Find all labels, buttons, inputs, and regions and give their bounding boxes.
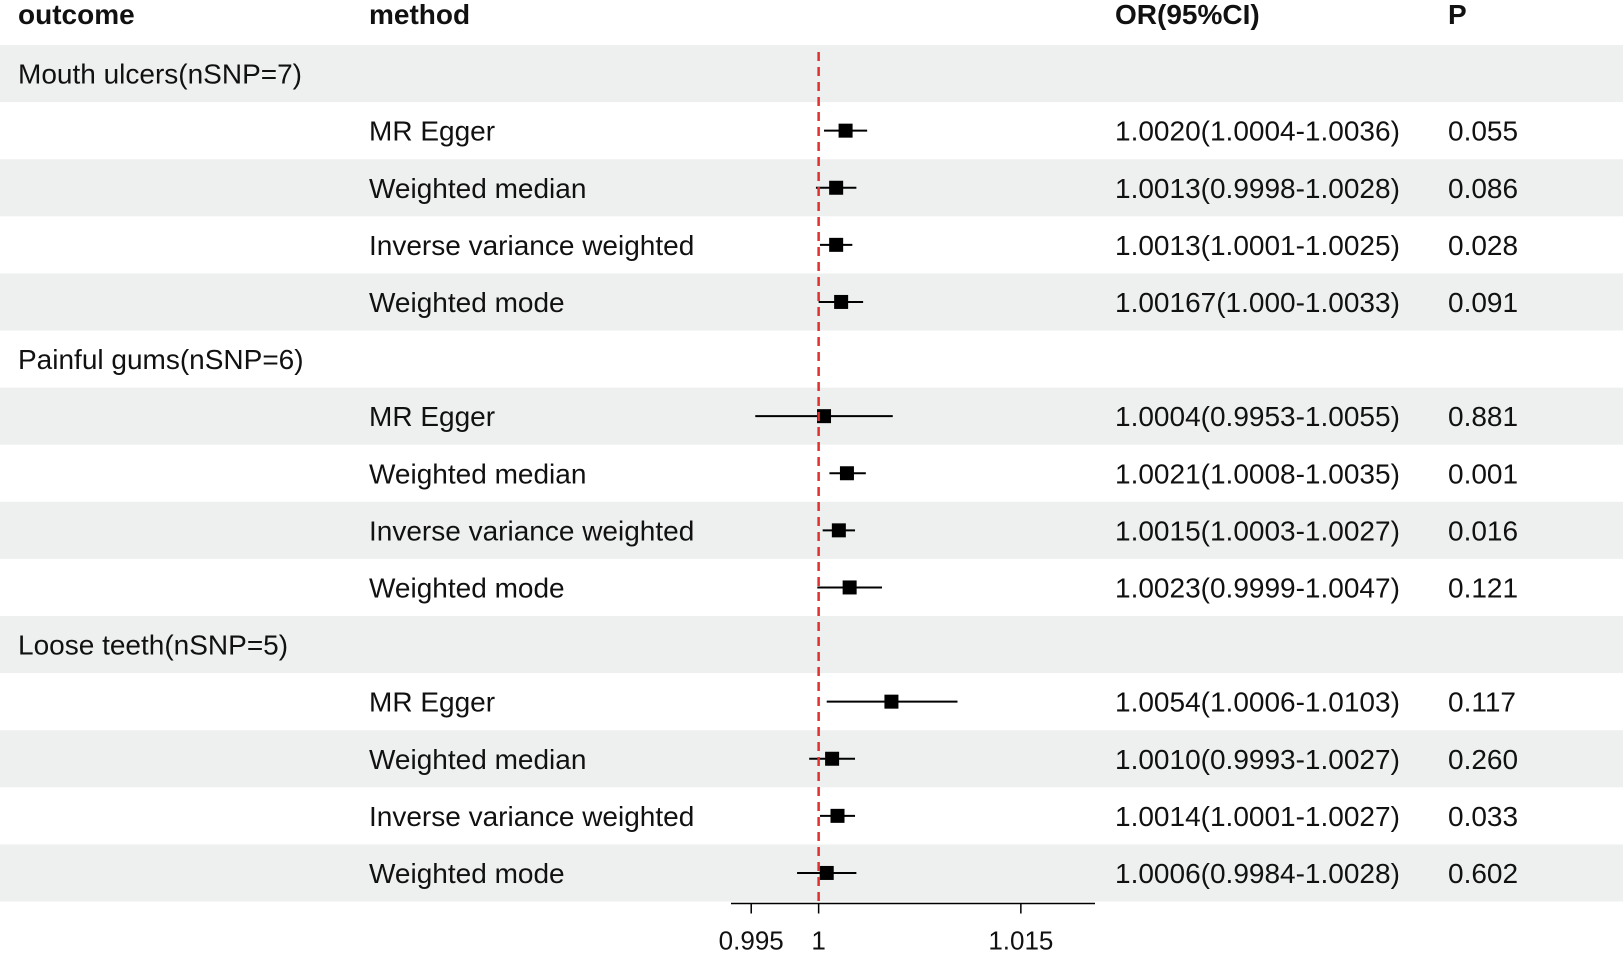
or-ci-value: 1.0023(0.9999-1.0047) (1115, 572, 1400, 603)
row-stripe (0, 273, 1623, 331)
p-value: 0.881 (1448, 401, 1518, 432)
point-estimate (829, 237, 844, 252)
method-label: Inverse variance weighted (369, 801, 694, 832)
outcome-label: Mouth ulcers(nSNP=7) (18, 59, 302, 90)
x-axis: 0.995 1 1.015 (719, 902, 1095, 956)
point-estimate (817, 409, 832, 424)
p-value: 0.016 (1448, 515, 1518, 546)
row-stripes (0, 45, 1623, 902)
point-estimate (819, 865, 834, 880)
method-label: MR Egger (369, 116, 495, 147)
row-stripe (0, 501, 1623, 559)
header-p: P (1448, 0, 1467, 30)
row-stripe (0, 45, 1623, 103)
method-label: Weighted median (369, 173, 586, 204)
or-ci-value: 1.0054(1.0006-1.0103) (1115, 687, 1400, 718)
p-value: 0.121 (1448, 572, 1518, 603)
p-value: 0.086 (1448, 173, 1518, 204)
point-estimate (884, 694, 899, 709)
or-ci-value: 1.0014(1.0001-1.0027) (1115, 801, 1400, 832)
method-label: MR Egger (369, 401, 495, 432)
point-estimate (838, 123, 853, 138)
forest-marks (755, 52, 958, 902)
or-ci-value: 1.0013(0.9998-1.0028) (1115, 173, 1400, 204)
or-ci-value: 1.0013(1.0001-1.0025) (1115, 230, 1400, 261)
point-estimate (834, 294, 849, 309)
x-tick-label: 1.015 (988, 926, 1053, 956)
method-label: Inverse variance weighted (369, 515, 694, 546)
p-value: 0.260 (1448, 744, 1518, 775)
outcome-label: Loose teeth(nSNP=5) (18, 630, 288, 661)
p-value: 0.028 (1448, 230, 1518, 261)
p-value: 0.033 (1448, 801, 1518, 832)
method-label: Inverse variance weighted (369, 230, 694, 261)
or-ci-value: 1.0004(0.9953-1.0055) (1115, 401, 1400, 432)
or-ci-value: 1.0010(0.9993-1.0027) (1115, 744, 1400, 775)
point-estimate (831, 523, 846, 538)
p-value: 0.602 (1448, 858, 1518, 889)
method-label: Weighted median (369, 744, 586, 775)
header-method: method (369, 0, 470, 30)
method-label: MR Egger (369, 687, 495, 718)
p-value: 0.117 (1448, 687, 1516, 718)
table-rows: Mouth ulcers(nSNP=7) MR Egger 1.0020(1.000… (18, 59, 1518, 889)
point-estimate (830, 808, 845, 823)
or-ci-value: 1.00167(1.000-1.0033) (1115, 287, 1400, 318)
method-label: Weighted mode (369, 858, 565, 889)
point-estimate (839, 466, 854, 481)
x-tick-label: 1 (811, 926, 825, 956)
or-ci-value: 1.0021(1.0008-1.0035) (1115, 458, 1400, 489)
p-value: 0.055 (1448, 116, 1518, 147)
p-value: 0.001 (1448, 458, 1518, 489)
header-outcome: outcome (18, 0, 135, 30)
point-estimate (825, 751, 840, 766)
or-ci-value: 1.0006(0.9984-1.0028) (1115, 858, 1400, 889)
method-label: Weighted mode (369, 572, 565, 603)
point-estimate (829, 180, 844, 195)
header-or: OR(95%CI) (1115, 0, 1260, 30)
row-stripe (0, 159, 1623, 217)
row-stripe (0, 616, 1623, 674)
method-label: Weighted mode (369, 287, 565, 318)
x-tick-label: 0.995 (719, 926, 784, 956)
point-estimate (842, 580, 857, 595)
p-value: 0.091 (1448, 287, 1518, 318)
or-ci-value: 1.0020(1.0004-1.0036) (1115, 116, 1400, 147)
outcome-label: Painful gums(nSNP=6) (18, 344, 304, 375)
table-header: outcome method OR(95%CI) P (18, 0, 1467, 30)
method-label: Weighted median (369, 458, 586, 489)
or-ci-value: 1.0015(1.0003-1.0027) (1115, 515, 1400, 546)
